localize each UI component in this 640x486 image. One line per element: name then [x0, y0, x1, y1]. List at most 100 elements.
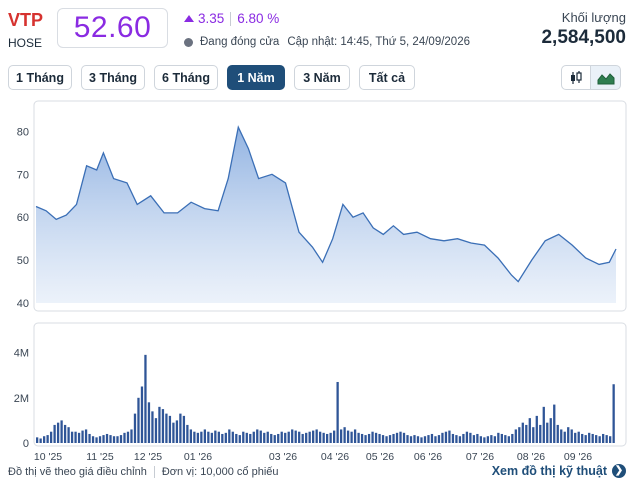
volume-bar	[469, 432, 472, 443]
volume-bar	[158, 406, 161, 443]
tab-1-year[interactable]: 1 Năm	[227, 65, 285, 90]
volume-bar	[49, 431, 53, 443]
volume-bar	[490, 435, 493, 443]
volume-bar	[353, 429, 357, 443]
volume-bar	[322, 432, 325, 443]
arrow-right-icon: ❯	[612, 464, 626, 478]
volume-bar	[179, 413, 182, 443]
volume-bar	[315, 429, 318, 443]
volume-bar	[539, 424, 542, 443]
volume-bar	[36, 437, 39, 443]
price-change: 3.35 6.80 %	[184, 11, 279, 26]
volume-bar	[270, 433, 273, 443]
price-panel-frame	[33, 100, 627, 312]
volume-bar	[406, 435, 409, 443]
volume-bar	[479, 436, 483, 443]
volume-bar	[308, 431, 311, 443]
volume-bar	[242, 431, 245, 443]
volume-bar	[500, 433, 503, 443]
volume-bar	[42, 436, 46, 443]
volume-bar	[584, 435, 587, 443]
x-axis-label: 03 '26	[269, 451, 297, 463]
volume-bar	[385, 436, 388, 443]
volume-bar	[182, 415, 186, 443]
area-chart-icon	[597, 72, 614, 84]
technical-chart-link[interactable]: Xem đồ thị kỹ thuật ❯	[492, 464, 626, 478]
volume-label: Khối lượng	[561, 10, 626, 25]
volume-bar	[291, 429, 294, 443]
price-box: 52.60	[57, 8, 168, 48]
volume-bar	[231, 431, 234, 443]
volume-bar	[200, 431, 203, 443]
volume-bar	[214, 430, 217, 443]
volume-axis-tick: 4M	[14, 348, 29, 360]
volume-bar	[74, 431, 77, 443]
tab-3-years[interactable]: 3 Năm	[294, 65, 350, 90]
tab-all[interactable]: Tất cả	[359, 65, 415, 90]
volume-bar	[493, 436, 496, 443]
volume-bar	[46, 435, 49, 443]
status-text: Đang đóng cửa	[200, 36, 280, 48]
volume-bar	[312, 430, 315, 443]
volume-bar	[563, 431, 566, 443]
volume-panel-frame	[33, 322, 627, 447]
area-chart-button[interactable]	[591, 65, 621, 90]
volume-bar	[63, 424, 67, 443]
chart-footnote: Đồ thị vẽ theo giá điều chỉnh Đơn vị: 10…	[8, 466, 279, 478]
volume-bar	[266, 431, 269, 443]
volume-bar	[476, 433, 479, 443]
volume-bar	[434, 436, 437, 443]
volume-bar	[305, 432, 308, 443]
price-axis-tick: 40	[17, 298, 29, 310]
volume-bar	[525, 424, 528, 443]
tab-6-months[interactable]: 6 Tháng	[154, 65, 218, 90]
volume-bar	[549, 418, 552, 443]
volume-bar	[280, 431, 283, 443]
unit-note: Đơn vị: 10,000 cổ phiếu	[161, 466, 279, 478]
volume-bar	[130, 429, 133, 443]
tab-1-month[interactable]: 1 Tháng	[8, 65, 72, 90]
volume-bar	[144, 354, 147, 443]
price-axis-tick: 60	[17, 212, 29, 224]
volume-bar	[137, 397, 140, 443]
volume-bar	[570, 429, 573, 443]
x-axis-label: 07 '26	[466, 451, 494, 463]
volume-bar	[357, 432, 360, 443]
volume-bar	[60, 420, 63, 443]
divider	[153, 466, 155, 478]
tab-3-months[interactable]: 3 Tháng	[81, 65, 145, 90]
volume-bar	[395, 432, 399, 443]
volume-bar	[203, 429, 206, 443]
candlestick-chart-button[interactable]	[561, 65, 591, 90]
volume-bar	[392, 433, 395, 443]
volume-bar	[441, 432, 444, 443]
volume-bar	[287, 431, 290, 443]
volume-bar	[546, 422, 549, 443]
volume-bar	[217, 431, 220, 443]
volume-bar	[39, 438, 42, 443]
volume-bar	[591, 433, 594, 443]
volume-bar	[319, 431, 322, 443]
volume-bar	[486, 436, 490, 443]
volume-bar	[67, 427, 70, 443]
volume-bar	[168, 415, 172, 443]
volume-bar	[207, 431, 210, 443]
adjusted-price-note: Đồ thị vẽ theo giá điều chỉnh	[8, 466, 147, 478]
volume-bar	[326, 433, 329, 443]
volume-bar	[462, 433, 465, 443]
ticker-symbol: VTP	[8, 10, 44, 30]
volume-bar	[147, 402, 151, 443]
volume-bar	[451, 433, 455, 443]
volume-bar	[598, 436, 601, 443]
x-axis-label: 09 '26	[564, 451, 592, 463]
price-area	[36, 127, 616, 303]
exchange-label: HOSE	[8, 36, 43, 50]
volume-bar	[196, 432, 200, 443]
volume-bar	[577, 431, 580, 443]
volume-bar	[119, 435, 123, 443]
volume-bar	[81, 430, 84, 443]
volume-bar	[381, 435, 385, 443]
volume-bar	[388, 435, 392, 443]
volume-bar	[367, 433, 371, 443]
volume-bar	[612, 384, 615, 443]
